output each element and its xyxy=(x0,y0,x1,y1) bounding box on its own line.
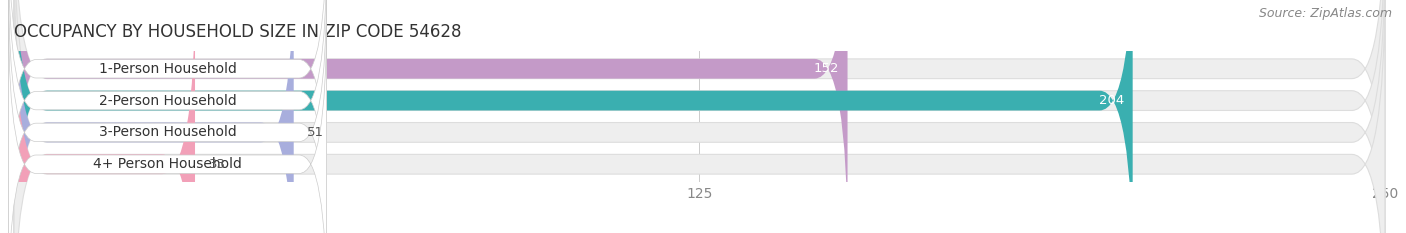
Text: 204: 204 xyxy=(1099,94,1125,107)
FancyBboxPatch shape xyxy=(8,0,326,233)
FancyBboxPatch shape xyxy=(14,0,848,233)
FancyBboxPatch shape xyxy=(14,0,1385,233)
Text: 152: 152 xyxy=(814,62,839,75)
Text: OCCUPANCY BY HOUSEHOLD SIZE IN ZIP CODE 54628: OCCUPANCY BY HOUSEHOLD SIZE IN ZIP CODE … xyxy=(14,23,461,41)
FancyBboxPatch shape xyxy=(14,0,195,233)
FancyBboxPatch shape xyxy=(14,0,294,233)
Text: 2-Person Household: 2-Person Household xyxy=(98,94,236,108)
FancyBboxPatch shape xyxy=(14,0,1133,233)
FancyBboxPatch shape xyxy=(14,0,1385,233)
Text: 33: 33 xyxy=(208,158,226,171)
FancyBboxPatch shape xyxy=(8,0,326,219)
Text: Source: ZipAtlas.com: Source: ZipAtlas.com xyxy=(1258,7,1392,20)
FancyBboxPatch shape xyxy=(14,0,1385,233)
FancyBboxPatch shape xyxy=(14,0,1385,233)
Text: 4+ Person Household: 4+ Person Household xyxy=(93,157,242,171)
Text: 3-Person Household: 3-Person Household xyxy=(98,125,236,139)
Text: 51: 51 xyxy=(308,126,325,139)
Text: 1-Person Household: 1-Person Household xyxy=(98,62,236,76)
FancyBboxPatch shape xyxy=(8,0,326,233)
FancyBboxPatch shape xyxy=(8,14,326,233)
